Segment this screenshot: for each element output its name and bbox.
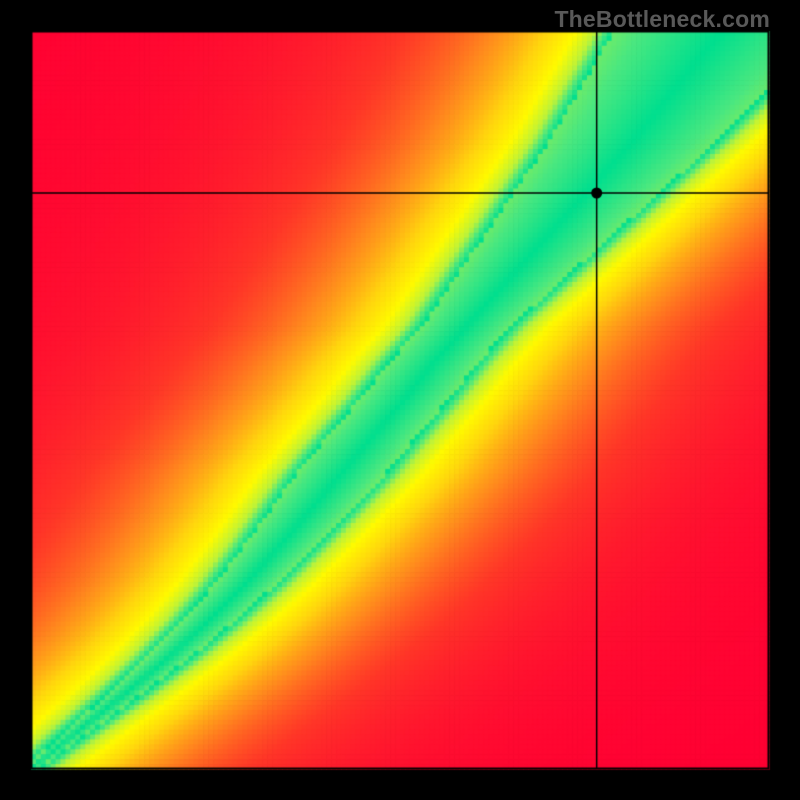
heatmap-canvas: [0, 0, 800, 800]
watermark-text: TheBottleneck.com: [554, 6, 770, 33]
chart-container: TheBottleneck.com: [0, 0, 800, 800]
